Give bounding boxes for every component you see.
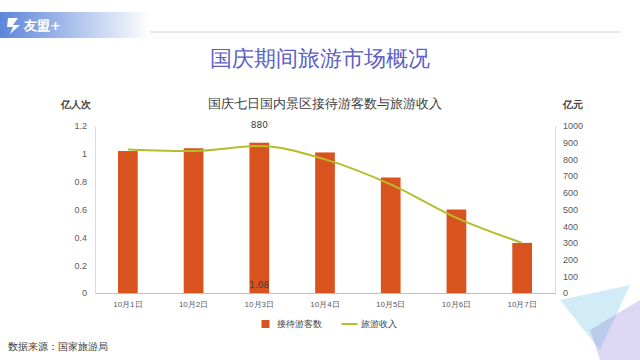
source: 数据来源：国家旅游局 — [8, 341, 108, 352]
y2-tick: 400 — [555, 222, 578, 232]
y-tick: 0.6 — [74, 205, 95, 215]
y2-tick-label: 600 — [563, 188, 578, 198]
x-tick: 10月6日 — [442, 293, 471, 309]
y-axis-line — [95, 127, 96, 294]
y-tick-label: 1 — [82, 149, 87, 159]
slide: 友盟+ 国庆期间旅游市场概况国庆七日国内景区接待游客数与旅游收入 亿人次 亿元 0 0.2… — [0, 0, 640, 360]
y2-axis-line — [555, 127, 556, 294]
x-tick: 10月2日 — [179, 293, 208, 309]
legend-item: 旅游收入 — [342, 319, 397, 329]
y-tick: 0.2 — [74, 261, 95, 271]
legend-swatch — [342, 323, 358, 325]
line — [128, 146, 522, 243]
y-axis: 0 0.2 0.4 0.6 0.8 1 1.2 — [74, 121, 95, 298]
x-axis: 10月1日 10月2日 10月3日 10月4日 10月5日 10月6日 10月7日 — [96, 293, 556, 309]
y-tick-label: 0 — [82, 288, 87, 298]
y2-tick-label: 0 — [563, 288, 568, 298]
x-tick-label: 10月6日 — [442, 300, 471, 309]
chart-title: 国庆七日国内景区接待游客数与旅游收入 — [208, 96, 442, 111]
y2-tick-label: 800 — [563, 155, 578, 165]
y-tick-label: 0.8 — [74, 177, 87, 187]
x-tick: 10月4日 — [310, 293, 339, 309]
y-tick: 0 — [82, 288, 95, 298]
y2-tick: 1000 — [555, 121, 583, 131]
bar — [118, 151, 138, 293]
x-tick-label: 10月1日 — [113, 300, 142, 309]
legend-swatch — [262, 320, 270, 328]
y-tick: 1.2 — [74, 121, 95, 131]
data-label: 1.08 — [249, 280, 269, 290]
y-tick-label: 0.4 — [74, 233, 87, 243]
y2-tick: 500 — [555, 205, 578, 215]
x-tick-label: 10月3日 — [245, 300, 274, 309]
data-labels: 1.08 880 — [249, 120, 269, 290]
banner — [0, 12, 150, 38]
y2-tick-label: 500 — [563, 205, 578, 215]
y-tick-label: 0.2 — [74, 261, 87, 271]
legend-label: 旅游收入 — [361, 319, 397, 329]
legend: 接待游客数 旅游收入 — [262, 319, 397, 329]
y2-tick: 700 — [555, 171, 578, 181]
x-tick-label: 10月2日 — [179, 300, 208, 309]
y-tick: 0.8 — [74, 177, 95, 187]
y2-tick-label: 700 — [563, 171, 578, 181]
x-tick-label: 10月5日 — [376, 300, 405, 309]
plot-marks — [118, 143, 532, 293]
bar — [447, 210, 467, 294]
bar — [381, 177, 401, 293]
bar — [315, 152, 335, 293]
divider — [150, 32, 620, 33]
y-tick: 0.4 — [74, 233, 95, 243]
legend-item: 接待游客数 — [262, 319, 322, 329]
page-title: 国庆期间旅游市场概况 — [210, 46, 430, 71]
y2-tick-label: 1000 — [563, 121, 583, 131]
bar — [249, 143, 269, 293]
y2-tick: 900 — [555, 138, 578, 148]
y2-tick-label: 400 — [563, 222, 578, 232]
y2-axis: 0 100 200 300 400 500 600 700 800 900 1000 — [555, 121, 583, 298]
y-tick: 1 — [82, 149, 95, 159]
y2-tick: 200 — [555, 255, 578, 265]
data-label: 880 — [251, 120, 268, 130]
logo-icon — [7, 18, 20, 34]
y2-tick: 600 — [555, 188, 578, 198]
x-tick-label: 10月7日 — [507, 300, 536, 309]
y2-tick-label: 300 — [563, 238, 578, 248]
y2-tick-label: 100 — [563, 272, 578, 282]
y2-tick-label: 200 — [563, 255, 578, 265]
y-tick-label: 1.2 — [74, 121, 87, 131]
y2-axis-title: 亿元 — [562, 99, 583, 110]
y-tick-label: 0.6 — [74, 205, 87, 215]
x-tick: 10月5日 — [376, 293, 405, 309]
x-tick-label: 10月4日 — [310, 300, 339, 309]
x-tick: 10月7日 — [507, 293, 536, 309]
brand: 友盟+ — [23, 18, 61, 33]
y2-tick: 0 — [555, 288, 568, 298]
y2-tick: 800 — [555, 155, 578, 165]
y2-tick: 300 — [555, 238, 578, 248]
y2-tick: 100 — [555, 272, 578, 282]
bar — [512, 243, 532, 293]
bar — [184, 148, 204, 293]
x-axis-line — [96, 293, 556, 294]
legend-label: 接待游客数 — [277, 319, 322, 329]
y2-tick-label: 900 — [563, 138, 578, 148]
decoration — [590, 300, 640, 360]
x-tick: 10月3日 — [245, 293, 274, 309]
x-tick: 10月1日 — [113, 293, 142, 309]
y-axis-title: 亿人次 — [60, 99, 92, 110]
